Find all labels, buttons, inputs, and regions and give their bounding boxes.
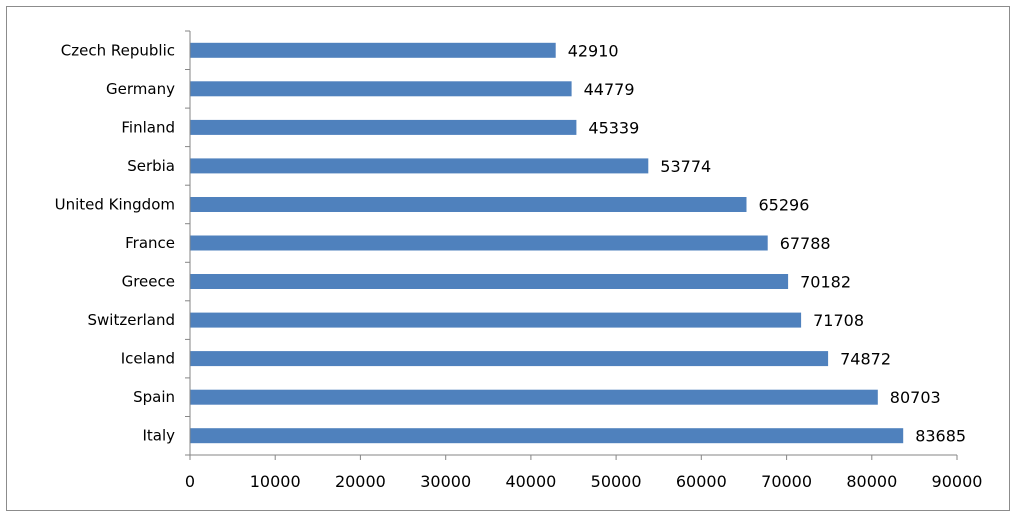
bars-layer	[190, 42, 904, 444]
axes-layer	[185, 30, 958, 460]
category-label: Czech Republic	[61, 41, 175, 59]
bar-united-kingdom	[190, 197, 747, 212]
data-label: 70182	[800, 273, 851, 292]
x-tick-label: 10000	[250, 472, 301, 491]
x-tick-label: 20000	[335, 472, 386, 491]
bar-italy	[190, 428, 904, 444]
data-label: 80703	[890, 388, 941, 407]
x-tick-label: 40000	[505, 472, 556, 491]
bar-switzerland	[190, 312, 802, 328]
bar-spain	[190, 389, 878, 405]
data-label: 65296	[759, 196, 810, 215]
x-tick-label: 80000	[846, 472, 897, 491]
category-label: Greece	[122, 273, 175, 291]
category-label: Spain	[133, 388, 175, 406]
category-label: Iceland	[121, 350, 175, 368]
bar-finland	[190, 119, 577, 135]
bar-greece	[190, 274, 789, 289]
bar-czech-republic	[190, 42, 556, 58]
data-label: 67788	[780, 234, 831, 253]
x-tick-label: 90000	[932, 472, 983, 491]
category-label: Italy	[142, 427, 175, 445]
category-label: Serbia	[127, 157, 175, 175]
bar-iceland	[190, 351, 829, 367]
data-label: 83685	[915, 427, 966, 446]
bar-france	[190, 235, 768, 251]
data-label: 71708	[813, 311, 864, 330]
data-label: 44779	[584, 80, 635, 99]
bar-germany	[190, 81, 572, 97]
category-label: France	[125, 234, 175, 252]
data-label: 74872	[840, 350, 891, 369]
x-tick-label: 0	[185, 472, 195, 491]
category-label: United Kingdom	[55, 196, 175, 214]
labels-layer: Czech Republic 42910 Germany 44779 Finland 45…	[55, 41, 983, 491]
bar-serbia	[190, 158, 649, 174]
data-label: 42910	[568, 41, 619, 60]
x-tick-label: 70000	[761, 472, 812, 491]
x-tick-label: 50000	[591, 472, 642, 491]
category-label: Germany	[106, 80, 175, 98]
data-label: 45339	[588, 118, 639, 137]
x-tick-label: 30000	[420, 472, 471, 491]
data-label: 53774	[660, 157, 711, 176]
category-label: Switzerland	[88, 311, 176, 329]
x-tick-label: 60000	[676, 472, 727, 491]
category-label: Finland	[121, 118, 175, 136]
